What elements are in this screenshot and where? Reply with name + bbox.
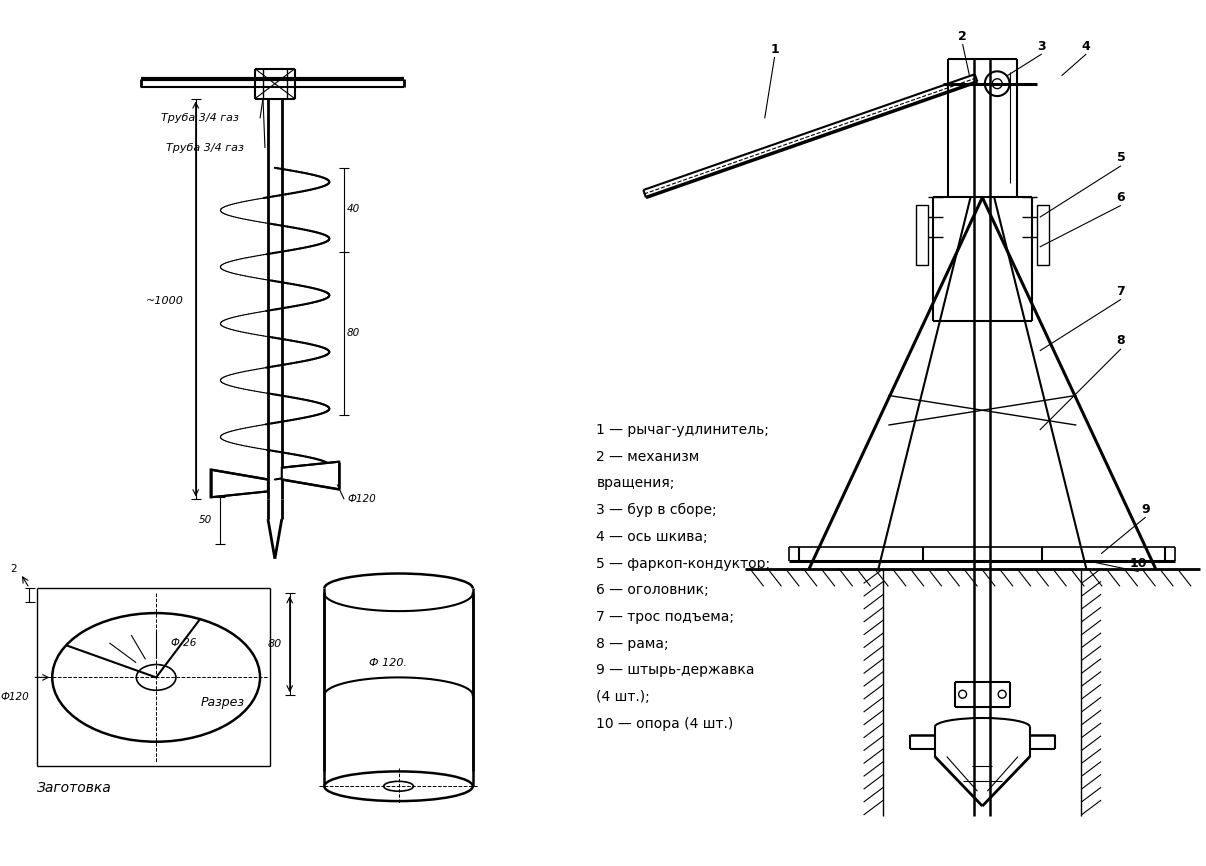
- Text: 80: 80: [347, 328, 361, 338]
- Text: 1 — рычаг-удлинитель;: 1 — рычаг-удлинитель;: [597, 423, 769, 437]
- Text: Разрез: Разрез: [200, 695, 245, 708]
- Text: Ф120: Ф120: [1, 692, 29, 702]
- Text: 7 — трос подъема;: 7 — трос подъема;: [597, 610, 734, 624]
- Text: Труба 3/4 газ: Труба 3/4 газ: [162, 113, 239, 123]
- Text: 8: 8: [1117, 334, 1125, 347]
- Text: 1: 1: [771, 42, 779, 55]
- Text: 10 — опора (4 шт.): 10 — опора (4 шт.): [597, 717, 733, 731]
- Text: Ф 26: Ф 26: [171, 637, 197, 648]
- Bar: [917, 205, 927, 265]
- Text: 50: 50: [199, 515, 212, 525]
- Text: Ф120: Ф120: [347, 494, 376, 504]
- Text: 10: 10: [1130, 557, 1147, 570]
- Bar: [1037, 205, 1049, 265]
- Text: 6 — оголовник;: 6 — оголовник;: [597, 584, 709, 598]
- Polygon shape: [211, 469, 268, 497]
- Text: 8 — рама;: 8 — рама;: [597, 637, 669, 650]
- Text: 5 — фаркоп-кондуктор;: 5 — фаркоп-кондуктор;: [597, 557, 771, 571]
- Text: 9: 9: [1141, 502, 1151, 515]
- Text: 4 — ось шкива;: 4 — ось шкива;: [597, 530, 708, 544]
- Ellipse shape: [384, 781, 414, 792]
- Text: (4 шт.);: (4 шт.);: [597, 690, 650, 704]
- Text: 2 — механизм: 2 — механизм: [597, 449, 699, 464]
- Text: Ф 120.: Ф 120.: [369, 657, 406, 668]
- Text: 6: 6: [1117, 191, 1125, 204]
- Text: 2: 2: [11, 564, 17, 573]
- Polygon shape: [282, 462, 339, 489]
- Text: 7: 7: [1117, 285, 1125, 298]
- Text: 3 — бур в сборе;: 3 — бур в сборе;: [597, 503, 718, 517]
- Text: ~1000: ~1000: [146, 296, 183, 307]
- Ellipse shape: [324, 772, 473, 801]
- Text: вращения;: вращения;: [597, 476, 675, 490]
- Text: 4: 4: [1082, 40, 1090, 53]
- Text: 2: 2: [959, 29, 967, 42]
- Text: Заготовка: Заготовка: [37, 781, 112, 795]
- Text: 9 — штырь-державка: 9 — штырь-державка: [597, 663, 755, 677]
- Text: 3: 3: [1037, 40, 1046, 53]
- Text: Труба 3/4 газ: Труба 3/4 газ: [166, 143, 244, 153]
- Text: 40: 40: [347, 204, 361, 215]
- Text: 80: 80: [268, 639, 282, 649]
- Text: 5: 5: [1117, 152, 1125, 165]
